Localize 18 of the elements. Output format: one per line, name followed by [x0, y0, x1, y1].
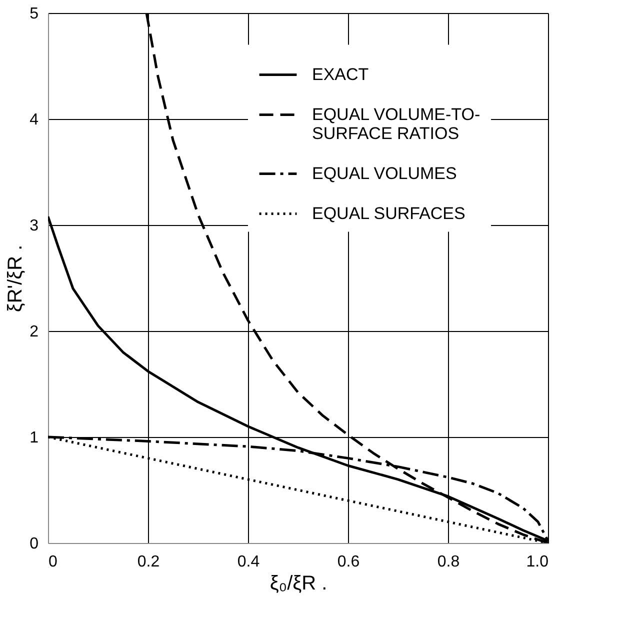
y-axis-title: ξR'/ξR . [4, 244, 27, 312]
x-tick-label: 1.0 [526, 554, 549, 570]
y-tick-label: 1 [30, 430, 39, 446]
y-tick-label: 0 [30, 536, 39, 552]
x-tick-label: 0 [48, 554, 58, 570]
y-tick-label: 2 [30, 324, 39, 340]
x-tick-label: 0.4 [237, 554, 260, 570]
x-axis-title: ξ₀/ξR . [270, 572, 328, 594]
legend-label: EQUAL VOLUMES [312, 164, 457, 183]
legend-label: EQUAL VOLUME-TO- SURFACE RATIOS [312, 104, 480, 143]
x-tick-label: 0.6 [337, 554, 360, 570]
x-tick-label: 0.2 [137, 554, 160, 570]
x-tick-label: 0.8 [437, 554, 460, 570]
y-tick-label: 3 [30, 218, 39, 234]
y-tick-label: 4 [30, 112, 39, 128]
legend-label: EXACT [312, 64, 369, 84]
legend-label: EQUAL SURFACES [312, 204, 466, 223]
y-tick-label: 5 [30, 6, 39, 22]
